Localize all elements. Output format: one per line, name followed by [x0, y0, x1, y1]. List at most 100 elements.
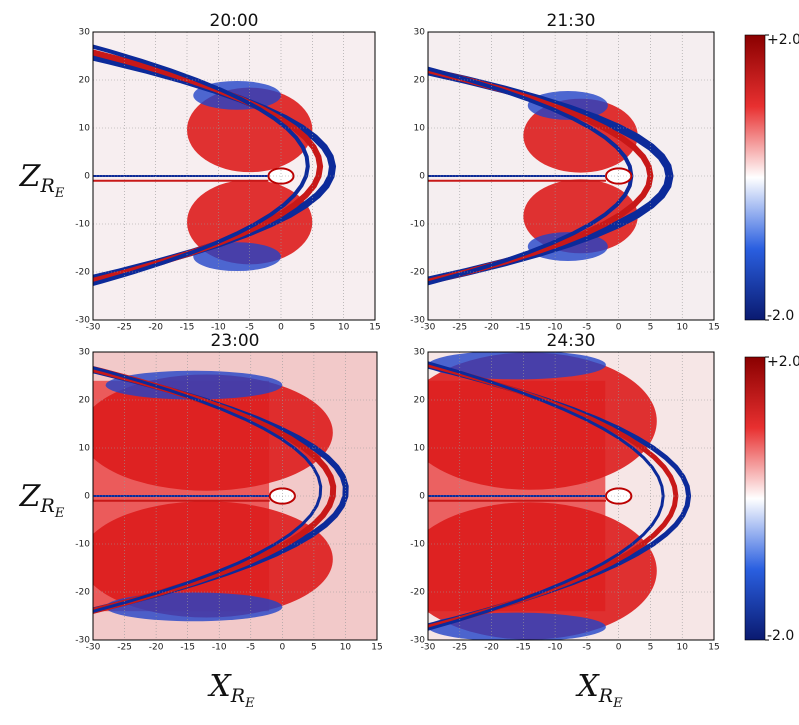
bow-shock	[428, 361, 665, 631]
y-tick-label: 30	[79, 28, 91, 38]
red-lobe	[428, 352, 657, 490]
x-tick-label: 10	[676, 643, 688, 653]
y-tick-label: -10	[410, 540, 425, 550]
x-tick-label: -30	[86, 323, 101, 333]
x-tick-label: -30	[86, 643, 101, 653]
axis-label: ZRE	[19, 479, 65, 521]
red-lobe	[93, 501, 333, 618]
x-tick-label: -20	[484, 323, 499, 333]
panel: -30 -25 -20 -15 -10 -5 0 5 10 15 -30 -20 -10 0 10 20 30 2…	[410, 331, 719, 653]
panel-title: 20:00	[210, 11, 259, 31]
panel-title: 24:30	[547, 331, 596, 351]
axis-label: ZRE	[19, 159, 65, 201]
simulation-image	[428, 352, 714, 640]
y-tick-label: -10	[75, 540, 90, 550]
x-tick-label: 0	[278, 323, 284, 333]
axes-frame	[427, 31, 715, 321]
y-tick-label: 30	[414, 28, 426, 38]
y-tick-label: 10	[79, 444, 91, 454]
y-tick-label: -20	[410, 588, 425, 598]
y-tick-label: 0	[419, 492, 425, 502]
panel: -30 -25 -20 -15 -10 -5 0 5 10 15 -30 -20 -10 0 10 20 30 2…	[410, 11, 719, 333]
y-tick-label: 0	[419, 172, 425, 182]
colorbar-tick-label: -2.0	[767, 308, 794, 324]
x-tick-label: -20	[484, 643, 499, 653]
y-tick-label: 10	[414, 124, 426, 134]
x-tick-label: -5	[245, 323, 254, 333]
y-tick-label: -30	[410, 316, 425, 326]
x-tick-label: -10	[212, 643, 227, 653]
y-tick-label: -30	[410, 636, 425, 646]
y-tick-label: 20	[79, 76, 91, 86]
x-tick-label: -30	[421, 643, 436, 653]
x-tick-label: -25	[117, 323, 132, 333]
x-tick-label: 0	[279, 643, 285, 653]
axis-label: XRE	[207, 669, 255, 711]
y-tick-label: 20	[414, 396, 426, 406]
y-tick-label: 20	[414, 76, 426, 86]
x-tick-label: -15	[516, 323, 531, 333]
x-tick-label: -25	[452, 323, 467, 333]
x-tick-label: -20	[148, 323, 163, 333]
y-tick-label: -20	[410, 268, 425, 278]
x-tick-label: -25	[452, 643, 467, 653]
x-tick-label: 10	[340, 643, 352, 653]
y-tick-label: 10	[79, 124, 91, 134]
axis-label-subsub: E	[54, 186, 65, 201]
axis-label-sub: R	[230, 685, 245, 707]
x-tick-label: 15	[371, 643, 382, 653]
colorbar-tick-label: +2.0	[767, 354, 799, 370]
x-tick-label: -10	[548, 643, 563, 653]
colorbar	[744, 356, 766, 641]
x-tick-label: -25	[117, 643, 132, 653]
red-lobe	[93, 374, 333, 491]
red-lobe	[187, 87, 313, 173]
axis-label-subsub: E	[54, 506, 65, 521]
x-tick-label: 0	[616, 643, 622, 653]
axis-label-sub: R	[598, 685, 613, 707]
x-tick-label: 15	[708, 323, 719, 333]
panel: -30 -25 -20 -15 -10 -5 0 5 10 15 -30 -20 -10 0 10 20 30 2…	[75, 11, 380, 333]
y-tick-label: 30	[414, 348, 426, 358]
x-tick-label: -5	[582, 643, 591, 653]
axis-label: XRE	[575, 669, 623, 711]
axis-label-main: Z	[19, 159, 42, 194]
x-tick-label: 15	[708, 643, 719, 653]
y-tick-label: 20	[79, 396, 91, 406]
x-tick-label: -30	[421, 323, 436, 333]
red-lobe	[428, 502, 657, 640]
x-tick-label: -15	[180, 323, 195, 333]
axes-frame	[92, 351, 378, 641]
bow-shock	[428, 67, 674, 285]
blue-edge	[193, 242, 281, 272]
y-tick-label: -30	[75, 636, 90, 646]
colorbar-tick-label: -2.0	[767, 628, 794, 644]
axis-label-main: Z	[19, 479, 42, 514]
panel-title: 21:30	[547, 11, 596, 31]
x-tick-label: 5	[648, 643, 654, 653]
axis-label-main: X	[575, 669, 600, 704]
simulation-image	[93, 352, 377, 640]
x-tick-label: 5	[648, 323, 654, 333]
x-tick-label: -10	[548, 323, 563, 333]
x-tick-label: 5	[309, 323, 315, 333]
x-tick-label: 10	[338, 323, 350, 333]
x-tick-label: -5	[246, 643, 255, 653]
blue-edge	[105, 370, 283, 400]
simulation-image	[428, 32, 714, 320]
y-tick-label: -10	[75, 220, 90, 230]
x-tick-label: -15	[516, 643, 531, 653]
y-tick-label: 10	[414, 444, 426, 454]
axis-label-main: X	[207, 669, 232, 704]
axis-label-sub: R	[40, 175, 55, 197]
y-tick-label: 0	[84, 172, 90, 182]
x-tick-label: 0	[616, 323, 622, 333]
panel-title: 23:00	[211, 331, 260, 351]
y-tick-label: -10	[410, 220, 425, 230]
axis-label-subsub: E	[244, 696, 255, 711]
axes-frame	[92, 31, 376, 321]
x-tick-label: -15	[180, 643, 195, 653]
colorbar	[744, 34, 766, 321]
x-tick-label: 15	[369, 323, 380, 333]
